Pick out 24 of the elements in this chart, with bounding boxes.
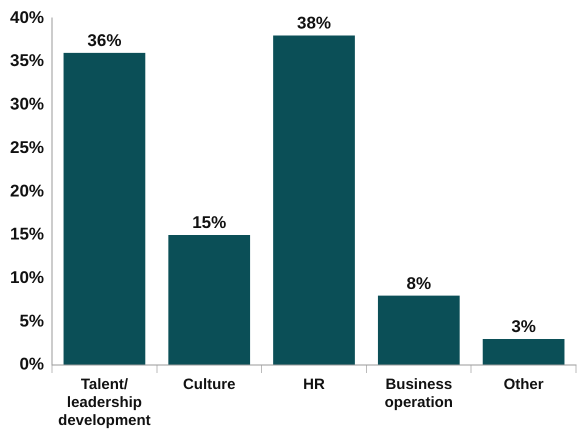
data-label: 8% <box>406 274 432 293</box>
x-tick-label: Other <box>504 376 544 394</box>
x-tick-label: HR <box>303 376 326 394</box>
bar <box>64 52 146 364</box>
bar <box>482 338 564 364</box>
x-tick-label: Culture <box>182 376 236 394</box>
bar <box>378 296 460 364</box>
y-tick-label: 15% <box>10 224 44 244</box>
bar <box>168 234 250 364</box>
data-label: 38% <box>296 14 332 33</box>
data-label: 3% <box>511 317 536 336</box>
y-tick-label: 35% <box>10 51 44 70</box>
y-tick-label: 25% <box>10 138 44 157</box>
y-tick-label: 5% <box>19 311 44 330</box>
y-tick-label: 40% <box>10 8 44 27</box>
data-label: 15% <box>192 213 226 232</box>
x-tick-label: Business operation <box>384 376 453 412</box>
x-tick-label: Talent/ leadership development <box>58 376 151 430</box>
y-tick-label: 10% <box>10 268 44 287</box>
y-tick-label: 0% <box>19 354 44 374</box>
data-label: 36% <box>87 31 122 50</box>
y-tick-label: 30% <box>10 94 44 114</box>
y-tick-label: 20% <box>10 181 44 200</box>
bar <box>273 36 355 364</box>
